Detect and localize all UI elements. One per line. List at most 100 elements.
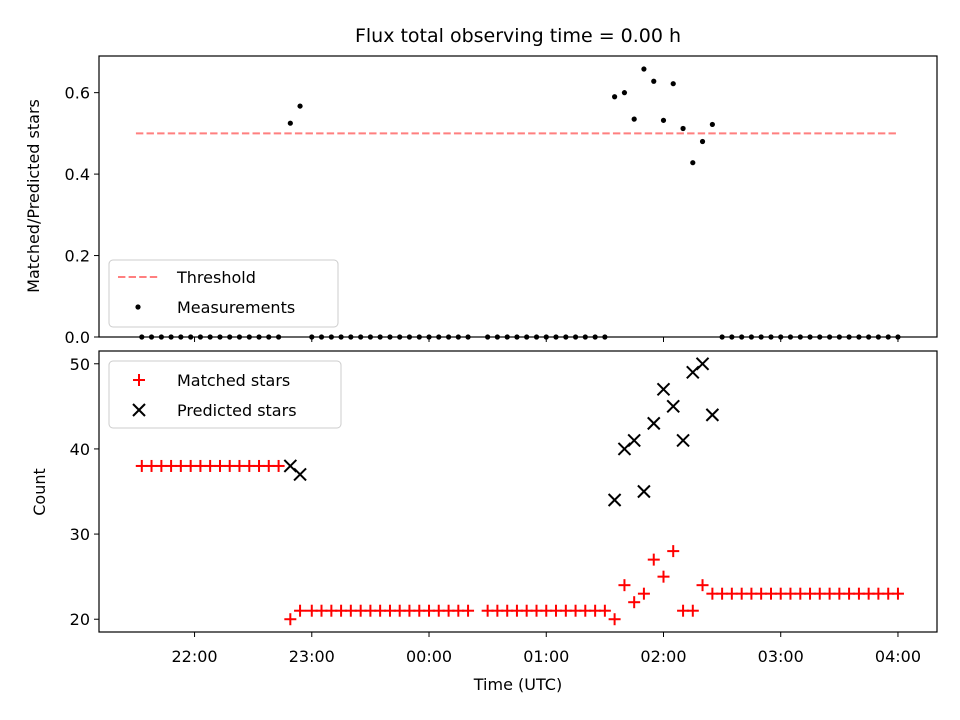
measurement-point	[158, 334, 164, 340]
measurement-point	[729, 334, 735, 340]
measurement-point	[217, 334, 223, 340]
measurement-point	[246, 334, 252, 340]
count-x-tick-label: 02:00	[640, 647, 686, 666]
measurement-point	[641, 66, 647, 72]
matched-stars-point	[272, 459, 285, 472]
matched-legend-swatch	[133, 374, 145, 386]
measurement-point	[367, 334, 374, 340]
measurement-point	[236, 334, 243, 340]
measurement-point	[612, 94, 618, 100]
measurement-point	[297, 103, 303, 109]
measurement-point	[309, 334, 315, 340]
measurement-point	[406, 334, 413, 340]
measurement-point	[504, 334, 510, 340]
measurement-point	[602, 334, 608, 340]
measurement-point	[465, 334, 471, 340]
count-y-tick-label: 40	[70, 440, 90, 459]
measurement-point	[621, 90, 628, 96]
measurement-point	[338, 334, 344, 340]
measurement-point	[807, 334, 813, 340]
count-y-axis-label: Count	[30, 468, 49, 516]
ratio-y-axis-label: Matched/Predicted stars	[24, 99, 43, 293]
count-x-tick-label: 03:00	[758, 647, 804, 666]
measurement-point	[148, 334, 155, 340]
measurement-point	[387, 334, 393, 340]
measurement-point	[178, 334, 184, 340]
measurement-point	[197, 334, 204, 340]
measurement-point	[328, 334, 334, 340]
measurement-point	[846, 334, 852, 340]
measurements-legend-swatch	[135, 304, 141, 310]
matched-stars-point	[686, 604, 699, 617]
ratio-y-tick-label: 0.2	[65, 247, 90, 266]
measurement-point	[287, 120, 293, 126]
predicted-legend-label: Predicted stars	[177, 401, 297, 420]
ratio-title: Flux total observing time = 0.00 h	[355, 25, 681, 47]
measurement-point	[651, 78, 657, 84]
measurement-point	[318, 334, 325, 340]
measurement-point	[817, 334, 823, 340]
predicted-stars-point	[695, 357, 710, 371]
measurement-point	[543, 334, 549, 340]
predicted-stars-point	[666, 399, 680, 414]
count-x-tick-label: 01:00	[523, 647, 569, 666]
matched-stars-point	[598, 604, 611, 617]
count-y-tick-label: 50	[70, 355, 90, 374]
measurement-point	[866, 334, 872, 340]
measurement-point	[377, 334, 383, 340]
measurement-point	[256, 334, 262, 340]
measurement-point	[875, 334, 881, 340]
measurement-point	[699, 138, 706, 145]
measurement-point	[885, 334, 891, 340]
measurement-point	[797, 334, 803, 340]
measurement-point	[768, 334, 774, 340]
measurement-point	[856, 334, 862, 340]
measurement-point	[168, 334, 174, 340]
count-axes: Count Time (UTC) 20 30 40 50 22:00 23:00 00:0…	[30, 350, 938, 694]
threshold-legend-label: Threshold	[176, 268, 256, 287]
matched-stars-point	[294, 604, 307, 617]
measurement-point	[227, 334, 233, 340]
matched-stars-point	[891, 587, 904, 600]
count-x-tick-label: 00:00	[406, 647, 452, 666]
count-legend: Matched stars Predicted stars	[108, 360, 342, 429]
measurement-point	[348, 334, 354, 340]
measurement-point	[895, 334, 901, 340]
ratio-axes: Flux total observing time = 0.00 h Match…	[24, 25, 938, 347]
measurement-point	[553, 334, 559, 340]
measurement-point	[631, 116, 637, 122]
measurement-point	[188, 334, 194, 340]
measurement-point	[778, 334, 784, 340]
measurement-point	[416, 334, 422, 340]
measurement-point	[739, 334, 745, 340]
measurement-point	[748, 334, 755, 340]
predicted-stars-point	[627, 433, 641, 448]
measurement-point	[514, 334, 520, 340]
measurement-point	[445, 334, 452, 340]
predicted-stars-point	[705, 408, 720, 422]
ratio-y-tick-label: 0.4	[65, 165, 90, 184]
measurement-point	[660, 117, 667, 123]
matched-stars-point	[284, 613, 297, 626]
predicted-stars-point	[607, 493, 622, 507]
predicted-stars-point	[293, 467, 307, 482]
count-y-tick-label: 30	[70, 525, 90, 544]
matched-stars-point	[608, 613, 621, 626]
measurement-point	[787, 334, 794, 340]
count-x-tick-label: 04:00	[875, 647, 921, 666]
measurement-point	[494, 334, 500, 340]
measurement-point	[680, 125, 686, 132]
measurement-point	[592, 334, 598, 340]
measurement-point	[436, 334, 442, 340]
matched-stars-point	[657, 570, 670, 583]
ratio-y-tick-label: 0.6	[65, 84, 90, 103]
matched-stars-point	[618, 579, 631, 592]
measurement-point	[426, 334, 432, 340]
measurements-legend-label: Measurements	[177, 298, 295, 317]
measurement-point	[709, 121, 715, 128]
measurement-point	[455, 334, 461, 340]
matched-stars-point	[462, 604, 475, 617]
measurement-point	[572, 334, 579, 340]
measurement-point	[758, 334, 764, 340]
